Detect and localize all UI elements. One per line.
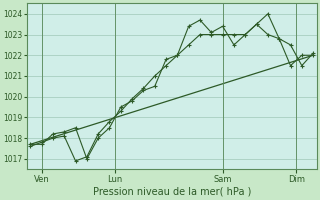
X-axis label: Pression niveau de la mer( hPa ): Pression niveau de la mer( hPa ) — [92, 187, 251, 197]
